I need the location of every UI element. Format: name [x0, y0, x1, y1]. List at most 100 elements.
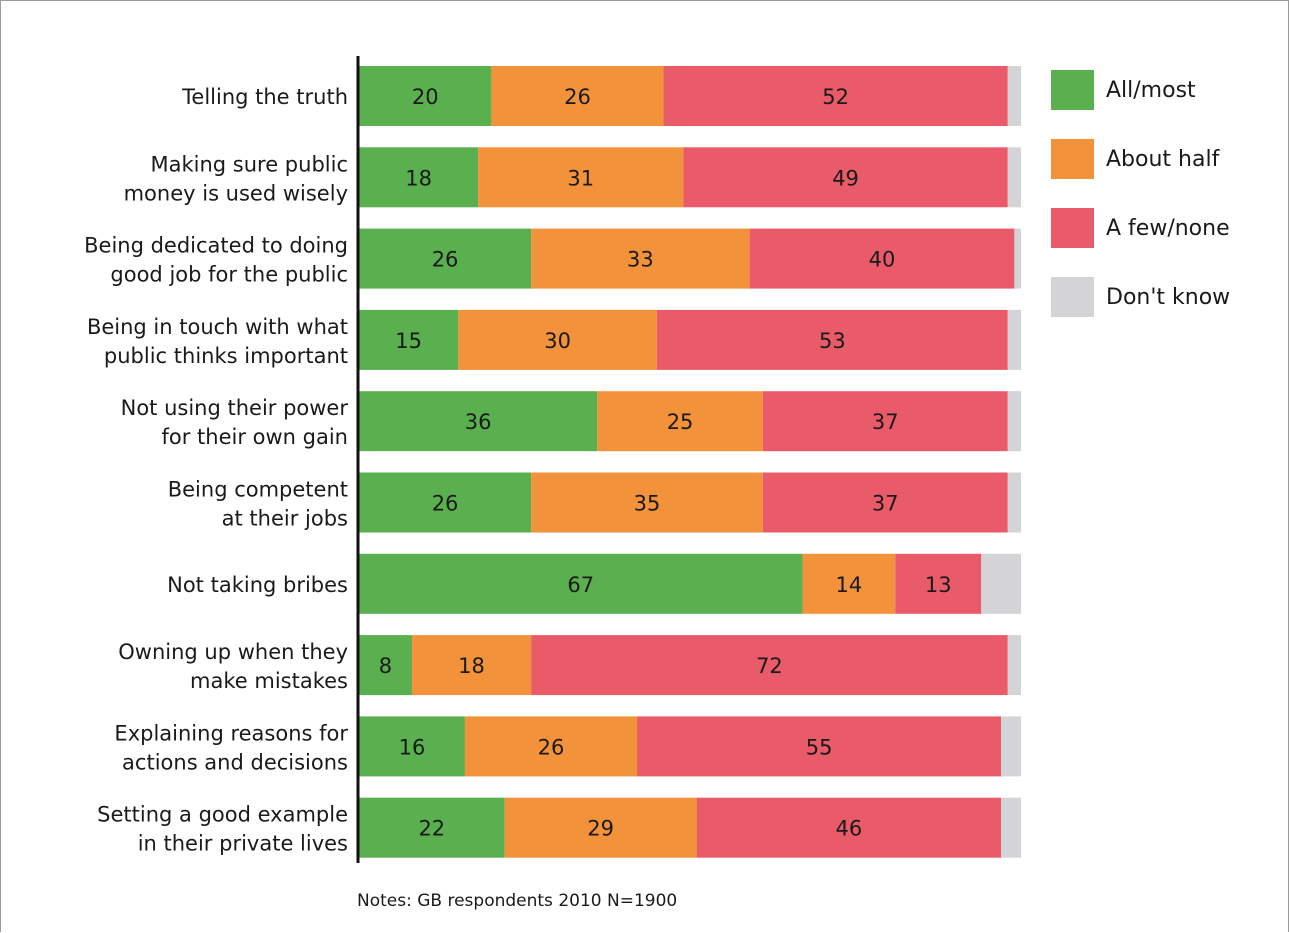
category-label-line: Being competent: [168, 478, 348, 502]
bar-value-label: 46: [836, 817, 863, 841]
bar-segment: [359, 635, 412, 696]
bar-value-label: 40: [869, 248, 896, 272]
legend-swatch: [1051, 208, 1094, 248]
bar-value-label: 14: [836, 573, 863, 597]
bar-value-label: 18: [405, 166, 432, 190]
legend-swatch: [1051, 277, 1094, 317]
bar-value-label: 29: [587, 817, 614, 841]
bar-segment: [762, 391, 1008, 452]
legend: All/most About half A few/none Don't know: [1051, 70, 1230, 317]
category-label-line: Setting a good example: [97, 803, 348, 827]
bar-segment: [359, 797, 505, 858]
bar-value-label: 16: [399, 735, 426, 759]
bars-group: 20 26 52 18 31 49 26 33 40 15 30 53 36 25 37 26 35 37 67 14…: [359, 66, 1021, 858]
bar-segment: [1007, 472, 1021, 533]
category-label-line: Explaining reasons for: [114, 721, 348, 745]
bar-segment: [1001, 716, 1021, 777]
bar-value-label: 37: [872, 410, 899, 434]
bar-value-label: 72: [756, 654, 783, 678]
bar-segment: [895, 553, 982, 614]
bar-value-label: 30: [544, 329, 571, 353]
bar-segment: [359, 66, 492, 126]
category-label: Being dedicated to doing good job for the…: [84, 234, 348, 287]
bar-value-label: 26: [432, 492, 459, 516]
bar-segment: [359, 147, 479, 208]
bar-segment: [411, 635, 532, 696]
category-label-line: Being dedicated to doing: [84, 234, 348, 258]
bar-segment: [1007, 66, 1021, 126]
chart-note: Notes: GB respondents 2010 N=1900: [357, 891, 678, 911]
bar-segment: [359, 553, 803, 614]
category-label-line: Owning up when they: [118, 640, 348, 664]
category-label-line: public thinks important: [104, 344, 348, 368]
bar-value-label: 22: [418, 817, 445, 841]
bar-value-label: 13: [925, 573, 952, 597]
bar-value-label: 18: [458, 654, 485, 678]
category-label: Explaining reasons for actions and decisi…: [114, 721, 348, 774]
category-labels: Telling the truth Making sure public money…: [84, 85, 348, 856]
bar-segment: [359, 716, 465, 777]
bar-segment: [458, 309, 657, 370]
bar-value-label: 20: [412, 85, 439, 109]
bar-value-label: 15: [395, 329, 422, 353]
bar-segment: [981, 553, 1021, 614]
category-label-line: actions and decisions: [122, 750, 348, 774]
bar-segment: [762, 472, 1008, 533]
bar-segment: [1014, 228, 1021, 289]
category-label: Being in touch with what public thinks im…: [87, 315, 348, 368]
category-label-line: Not using their power: [121, 396, 349, 420]
category-label-line: Making sure public: [150, 152, 348, 176]
bar-segment: [696, 797, 1002, 858]
bar-value-label: 25: [667, 410, 694, 434]
category-label-line: good job for the public: [110, 263, 348, 287]
category-label: Making sure public money is used wisely: [124, 152, 348, 205]
category-label: Telling the truth: [181, 85, 348, 109]
category-label-line: in their private lives: [138, 832, 348, 856]
bar-segment: [531, 228, 750, 289]
bar-value-label: 67: [567, 573, 594, 597]
bar-value-label: 26: [432, 248, 459, 272]
category-label-line: Being in touch with what: [87, 315, 348, 339]
bar-segment: [359, 228, 532, 289]
legend-label: All/most: [1106, 78, 1196, 103]
bar-segment: [531, 635, 1008, 696]
legend-label: About half: [1106, 147, 1221, 172]
bar-value-label: 33: [627, 248, 654, 272]
bar-value-label: 49: [832, 166, 859, 190]
category-label-line: money is used wisely: [124, 181, 348, 205]
bar-segment: [749, 228, 1015, 289]
bar-value-label: 26: [564, 85, 591, 109]
bar-segment: [597, 391, 763, 452]
bar-segment: [504, 797, 697, 858]
category-label: Being competent at their jobs: [168, 478, 348, 531]
bar-segment: [531, 472, 763, 533]
category-label: Owning up when they make mistakes: [118, 640, 348, 693]
bar-segment: [1007, 147, 1021, 208]
bar-segment: [663, 66, 1008, 126]
bar-segment: [1001, 797, 1021, 858]
bar-value-label: 53: [819, 329, 846, 353]
bar-value-label: 55: [806, 735, 833, 759]
bar-segment: [491, 66, 664, 126]
bar-segment: [656, 309, 1008, 370]
bar-segment: [802, 553, 896, 614]
bar-segment: [1007, 309, 1021, 370]
bar-segment: [1007, 635, 1021, 696]
category-label: Not using their power for their own gain: [121, 396, 349, 449]
bar-value-label: 37: [872, 492, 899, 516]
bar-segment: [464, 716, 638, 777]
bar-segment: [637, 716, 1002, 777]
bar-segment: [359, 391, 598, 452]
legend-swatch: [1051, 139, 1094, 179]
bar-segment: [359, 472, 532, 533]
bar-value-label: 26: [538, 735, 565, 759]
bar-segment: [478, 147, 684, 208]
bar-segment: [1007, 391, 1021, 452]
bar-value-label: 35: [634, 492, 661, 516]
legend-swatch: [1051, 70, 1094, 110]
bar-value-label: 36: [465, 410, 492, 434]
bar-segment: [683, 147, 1008, 208]
bar-value-label: 52: [822, 85, 849, 109]
